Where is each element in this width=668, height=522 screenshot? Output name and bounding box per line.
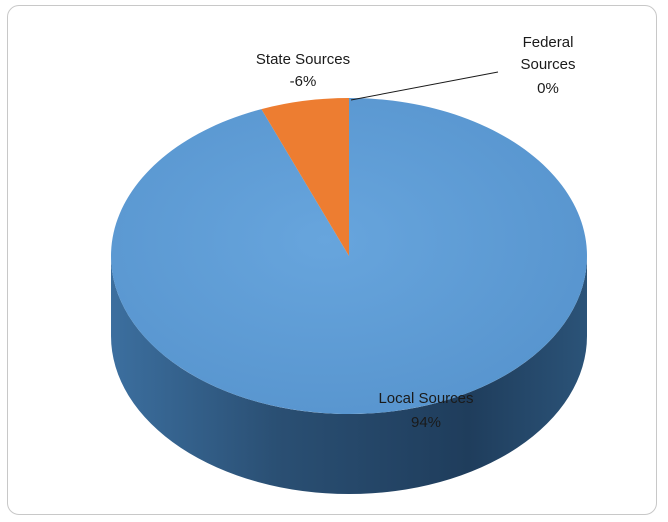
chart-frame: State Sources -6% Federal Sources 0% Local So… [7, 5, 657, 515]
data-label-state-value: -6% [290, 73, 317, 90]
pie-chart: State Sources -6% Federal Sources 0% Local So… [110, 34, 588, 494]
data-label-local-value: 94% [411, 414, 441, 431]
data-label-federal-name-line2: Sources [520, 56, 575, 73]
data-label-state-name: State Sources [256, 51, 350, 68]
data-label-federal-value: 0% [537, 80, 559, 97]
leader-line-federal [350, 71, 499, 101]
data-label-local-name: Local Sources [378, 390, 473, 407]
data-label-federal-name-line1: Federal [523, 34, 574, 51]
pie-slice-local-sources [110, 98, 588, 414]
pie-side-wall [111, 256, 587, 494]
pie-slice-state-sources [261, 98, 349, 256]
